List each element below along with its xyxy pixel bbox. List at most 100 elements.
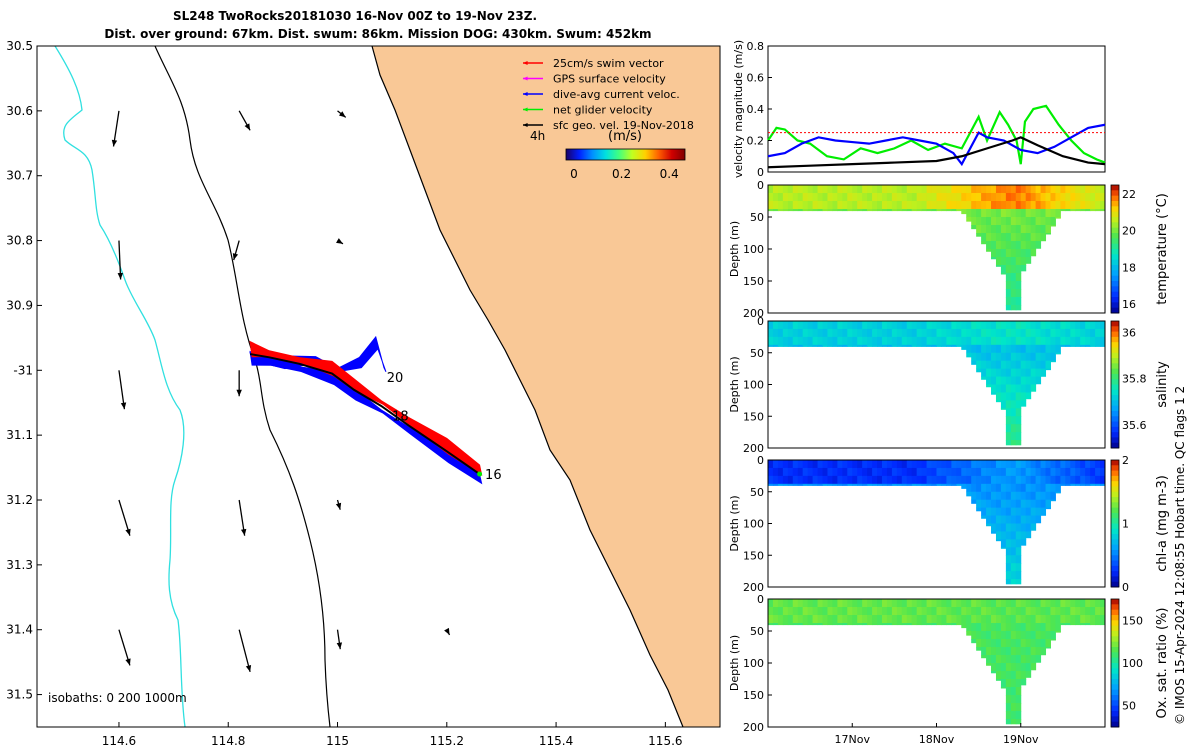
colorbar-cell — [1111, 571, 1119, 577]
temperature-panel-cell — [832, 201, 838, 210]
temperature-panel-cell — [822, 201, 828, 210]
salinity-panel-cell — [1010, 400, 1017, 409]
chla-panel-cell — [995, 460, 1002, 469]
oxygen-panel-cell — [827, 599, 833, 608]
colorbar-cell — [1111, 259, 1119, 266]
chla-panel-cell — [956, 475, 962, 485]
oxygen-panel-cell — [1065, 599, 1071, 608]
temperature-panel-cell — [1075, 193, 1081, 202]
chla-panel-cell — [931, 475, 937, 485]
colorbar-cell — [1111, 206, 1119, 213]
temperature-panel-cell — [991, 201, 997, 210]
salinity-panel-cell — [867, 328, 873, 338]
chla-panel-cell — [802, 483, 809, 486]
chla-panel-cell — [1015, 563, 1022, 572]
geo-arrow-head — [335, 502, 342, 510]
salinity-panel-cell — [971, 336, 977, 346]
chla-panel-cell — [768, 460, 774, 469]
chla-panel-y-tick-label: 0 — [757, 454, 764, 467]
chla-panel-cell — [827, 467, 833, 477]
salinity-panel-cell — [951, 321, 957, 330]
oxygen-panel-cell — [921, 623, 928, 626]
colorbar-cell — [1111, 270, 1119, 277]
temperature-panel-cell — [1000, 201, 1007, 210]
chla-panel-cell — [1000, 499, 1007, 509]
oxygen-panel-colorbar-label: Ox. sat. ratio (%) — [1155, 608, 1170, 719]
oxygen-panel-cell — [1015, 639, 1022, 648]
salinity-panel-cell — [1015, 360, 1022, 370]
chla-panel-cell — [991, 475, 997, 485]
oxygen-panel-cell — [872, 607, 878, 616]
temperature-panel-cell — [867, 209, 873, 212]
map-y-tick-label: 31.4 — [6, 623, 33, 637]
oxygen-panel-cell — [872, 615, 878, 624]
salinity-panel-cell — [991, 344, 997, 354]
oxygen-panel-cell — [941, 607, 947, 616]
salinity-panel-cell — [976, 352, 982, 362]
salinity-panel-y-tick-label: 0 — [757, 315, 764, 328]
colorbar-cell — [1111, 460, 1119, 466]
chla-panel-cell — [1090, 467, 1096, 477]
temperature-panel-cell — [981, 193, 987, 202]
temperature-panel-cell — [1000, 273, 1007, 275]
salinity-panel-cell — [1055, 352, 1061, 355]
chla-panel-cell — [981, 475, 987, 485]
chla-panel-cell — [1015, 555, 1022, 564]
colorbar-tick-label: 100 — [1122, 657, 1143, 670]
chla-panel-cell — [896, 483, 903, 486]
salinity-panel-cell — [772, 344, 779, 347]
salinity-panel-cell — [976, 328, 982, 338]
oxygen-panel-cell — [1005, 711, 1012, 720]
chla-panel-cell — [995, 515, 1002, 524]
geo-arrow — [118, 499, 131, 536]
temperature-panel-cell — [1020, 265, 1027, 272]
chla-panel-cell — [976, 475, 982, 485]
salinity-panel-cell — [812, 321, 819, 330]
time-tick-label: 17Nov — [835, 733, 871, 746]
chla-panel-cell — [1010, 467, 1017, 477]
temperature-panel-cell — [1030, 209, 1037, 218]
oxygen-panel-cell — [1010, 631, 1017, 640]
oxygen-panel-cell — [1010, 639, 1017, 648]
salinity-panel-cell — [1050, 336, 1056, 346]
salinity-panel-cell — [995, 368, 1002, 378]
temperature-panel-cell — [1010, 233, 1017, 242]
chla-panel-cell — [951, 460, 957, 469]
oxygen-panel-cell — [951, 599, 957, 608]
temperature-panel-cell — [971, 193, 977, 202]
chla-panel-cell — [1095, 475, 1101, 485]
map-x-tick-label: 115.2 — [430, 734, 464, 748]
salinity-panel-cell — [1015, 400, 1022, 409]
salinity-panel-cell — [1075, 336, 1081, 346]
temperature-panel-cell — [941, 185, 947, 194]
temperature-panel-cell — [1070, 201, 1076, 210]
chla-panel-cell — [886, 483, 893, 486]
chla-panel-cell — [797, 460, 804, 469]
salinity-panel-cell — [1005, 321, 1012, 330]
oxygen-panel-cell — [1005, 607, 1012, 616]
colorbar-cell — [1111, 470, 1119, 477]
chla-panel-cell — [1035, 483, 1042, 493]
chla-panel-cell — [1015, 483, 1022, 493]
temperature-panel-cell — [862, 193, 868, 202]
oxygen-panel-cell — [1040, 647, 1047, 656]
temperature-panel-cell — [986, 225, 992, 234]
oxygen-panel-cell — [926, 607, 933, 616]
salinity-panel-cell — [1005, 416, 1012, 425]
temperature-panel-cell — [926, 185, 933, 194]
legend-arrow-head — [523, 61, 528, 65]
salinity-panel-cell — [1050, 352, 1056, 362]
salinity-panel-cell — [812, 344, 819, 347]
geo-arrow — [238, 629, 252, 673]
salinity-panel-cell — [921, 328, 928, 338]
chla-panel-cell — [976, 467, 982, 477]
temperature-panel-cell — [991, 217, 997, 226]
temperature-panel-cell — [1070, 209, 1076, 212]
oxygen-panel-cell — [951, 623, 957, 626]
temperature-panel-cell — [961, 185, 967, 194]
salinity-panel-cell — [1020, 352, 1027, 362]
salinity-panel-cell — [1010, 336, 1017, 346]
salinity-panel-cell — [1035, 376, 1042, 385]
chla-panel-cell — [1080, 467, 1086, 477]
